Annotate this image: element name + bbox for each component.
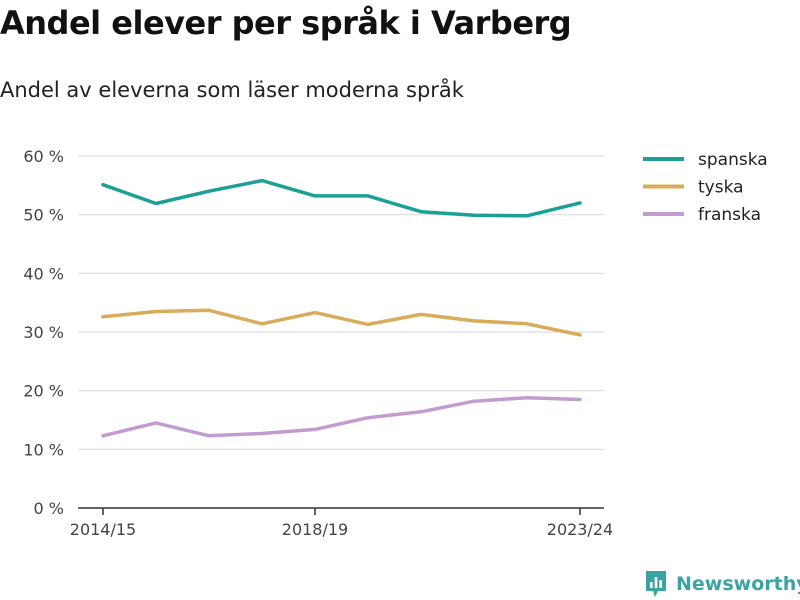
y-tick-label: 30 % [23,323,64,342]
axis-layer: 0 % 10 % 20 % 30 % 40 % 50 % 60 % 2014/15 2018/1… [23,147,613,539]
chart-subtitle: Andel av eleverna som läser moderna språ… [0,78,464,102]
chart-title: Andel elever per språk i Varberg [0,4,572,42]
y-tick-label: 20 % [23,382,64,401]
legend-label-franska: franska [698,205,761,225]
series-line-franska [101,395,582,438]
y-tick-label: 60 % [23,147,64,166]
series-line-tyska [101,308,582,337]
legend: spanska tyska franska [643,150,768,225]
newsworthy-icon [646,571,666,597]
grid-layer [78,155,604,450]
legend-label-tyska: tyska [698,178,744,198]
series-layer [101,178,582,438]
x-tick-label: 2018/19 [282,520,348,539]
series-line-spanska [101,178,582,218]
legend-label-spanska: spanska [698,150,768,170]
y-tick-label: 10 % [23,440,64,459]
newsworthy-logo: Newsworthy [644,569,800,599]
x-tick-label: 2023/24 [547,520,613,539]
y-tick-label: 40 % [23,264,64,283]
brand-name: Newsworthy [676,573,800,595]
y-tick-label: 50 % [23,206,64,225]
y-tick-label: 0 % [34,499,64,518]
x-tick-label: 2014/15 [70,520,136,539]
